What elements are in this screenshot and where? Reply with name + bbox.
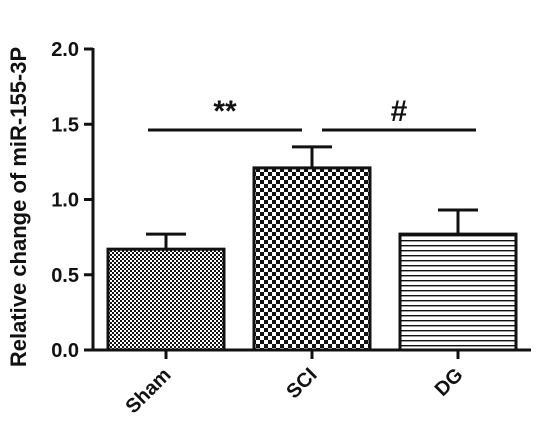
y-tick-label: 0.0 bbox=[51, 340, 79, 362]
y-tick-label: 2.0 bbox=[51, 39, 79, 61]
bar-dg bbox=[398, 232, 518, 352]
y-tick-label: 1.0 bbox=[51, 190, 79, 212]
chart-marks: 0.0 0.5 1.0 1.5 2.0 Sham SCI DG ** # bbox=[51, 39, 531, 418]
significance-label: # bbox=[391, 95, 408, 128]
significance-label: ** bbox=[213, 95, 237, 128]
bar-sham bbox=[106, 247, 226, 352]
x-tick-label: DG bbox=[431, 364, 468, 401]
bar-sci bbox=[252, 166, 372, 352]
y-tick-label: 0.5 bbox=[51, 265, 79, 287]
y-tick-label: 1.5 bbox=[51, 114, 79, 136]
x-tick-label: SCI bbox=[282, 364, 321, 403]
y-axis-title: Relative change of miR-155-3P bbox=[6, 47, 31, 367]
x-tick-label: Sham bbox=[121, 364, 175, 418]
